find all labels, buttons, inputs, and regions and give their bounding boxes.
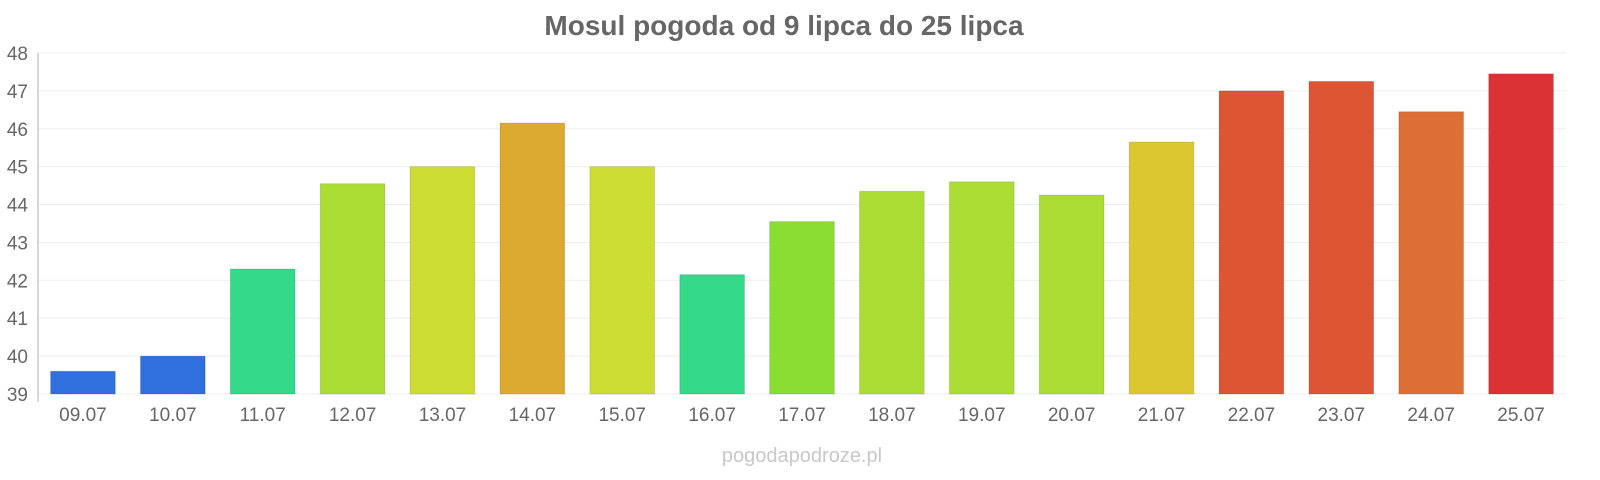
bar-14.07: [499, 122, 566, 395]
x-tick-label: 11.07: [240, 405, 286, 426]
x-tick-label: 14.07: [509, 405, 557, 426]
bar-21.07: [1128, 141, 1195, 395]
chart-title: Mosul pogoda od 9 lipca do 25 lipca: [544, 10, 1024, 41]
x-tick-label: 20.07: [1048, 405, 1096, 426]
bar-17.07: [769, 221, 835, 395]
x-tick-label: 12.07: [329, 405, 377, 426]
y-tick-label: 43: [7, 233, 28, 254]
bar-19.07: [948, 181, 1015, 395]
x-tick-label: 13.07: [419, 405, 467, 426]
x-tick-label: 18.07: [868, 405, 916, 426]
bar-09.07: [50, 370, 116, 395]
x-tick-label: 23.07: [1318, 405, 1366, 426]
bar-13.07: [409, 166, 476, 395]
bar-23.07: [1308, 80, 1375, 395]
y-tick-label: 44: [7, 196, 29, 217]
y-tick-label: 39: [7, 385, 28, 406]
y-tick-label: 45: [7, 158, 28, 179]
bar-11.07: [229, 268, 296, 395]
x-tick-label: 10.07: [149, 405, 197, 426]
y-tick-label: 40: [7, 347, 28, 368]
y-tick-label: 48: [7, 44, 28, 65]
y-tick-label: 47: [7, 82, 28, 103]
bar-22.07: [1218, 90, 1285, 395]
x-tick-label: 16.07: [688, 405, 736, 426]
y-tick-label: 41: [7, 309, 28, 330]
bar-25.07: [1488, 73, 1554, 395]
bar-15.07: [589, 166, 656, 395]
bar-18.07: [859, 190, 925, 395]
x-axis-ticks: 09.07 10.07 11.07 12.07 13.07 14.07 15.07 16.07…: [59, 405, 1545, 426]
y-axis-ticks: 39 40 41 42 43 44 45 46 47 48: [7, 44, 29, 406]
bar-16.07: [679, 274, 745, 395]
y-tick-label: 46: [7, 120, 28, 141]
x-tick-label: 22.07: [1228, 405, 1276, 426]
bar-24.07: [1398, 111, 1465, 395]
x-tick-label: 09.07: [59, 405, 107, 426]
bar-10.07: [139, 355, 206, 395]
x-tick-label: 19.07: [958, 405, 1006, 426]
x-tick-label: 25.07: [1497, 405, 1545, 426]
bar-12.07: [319, 183, 386, 395]
x-tick-label: 24.07: [1407, 405, 1455, 426]
bars: [50, 73, 1554, 395]
y-tick-label: 42: [7, 271, 28, 292]
watermark: pogodapodroze.pl: [722, 445, 882, 467]
x-tick-label: 17.07: [778, 405, 826, 426]
x-tick-label: 21.07: [1138, 405, 1186, 426]
x-tick-label: 15.07: [598, 405, 646, 426]
bar-20.07: [1038, 194, 1105, 395]
